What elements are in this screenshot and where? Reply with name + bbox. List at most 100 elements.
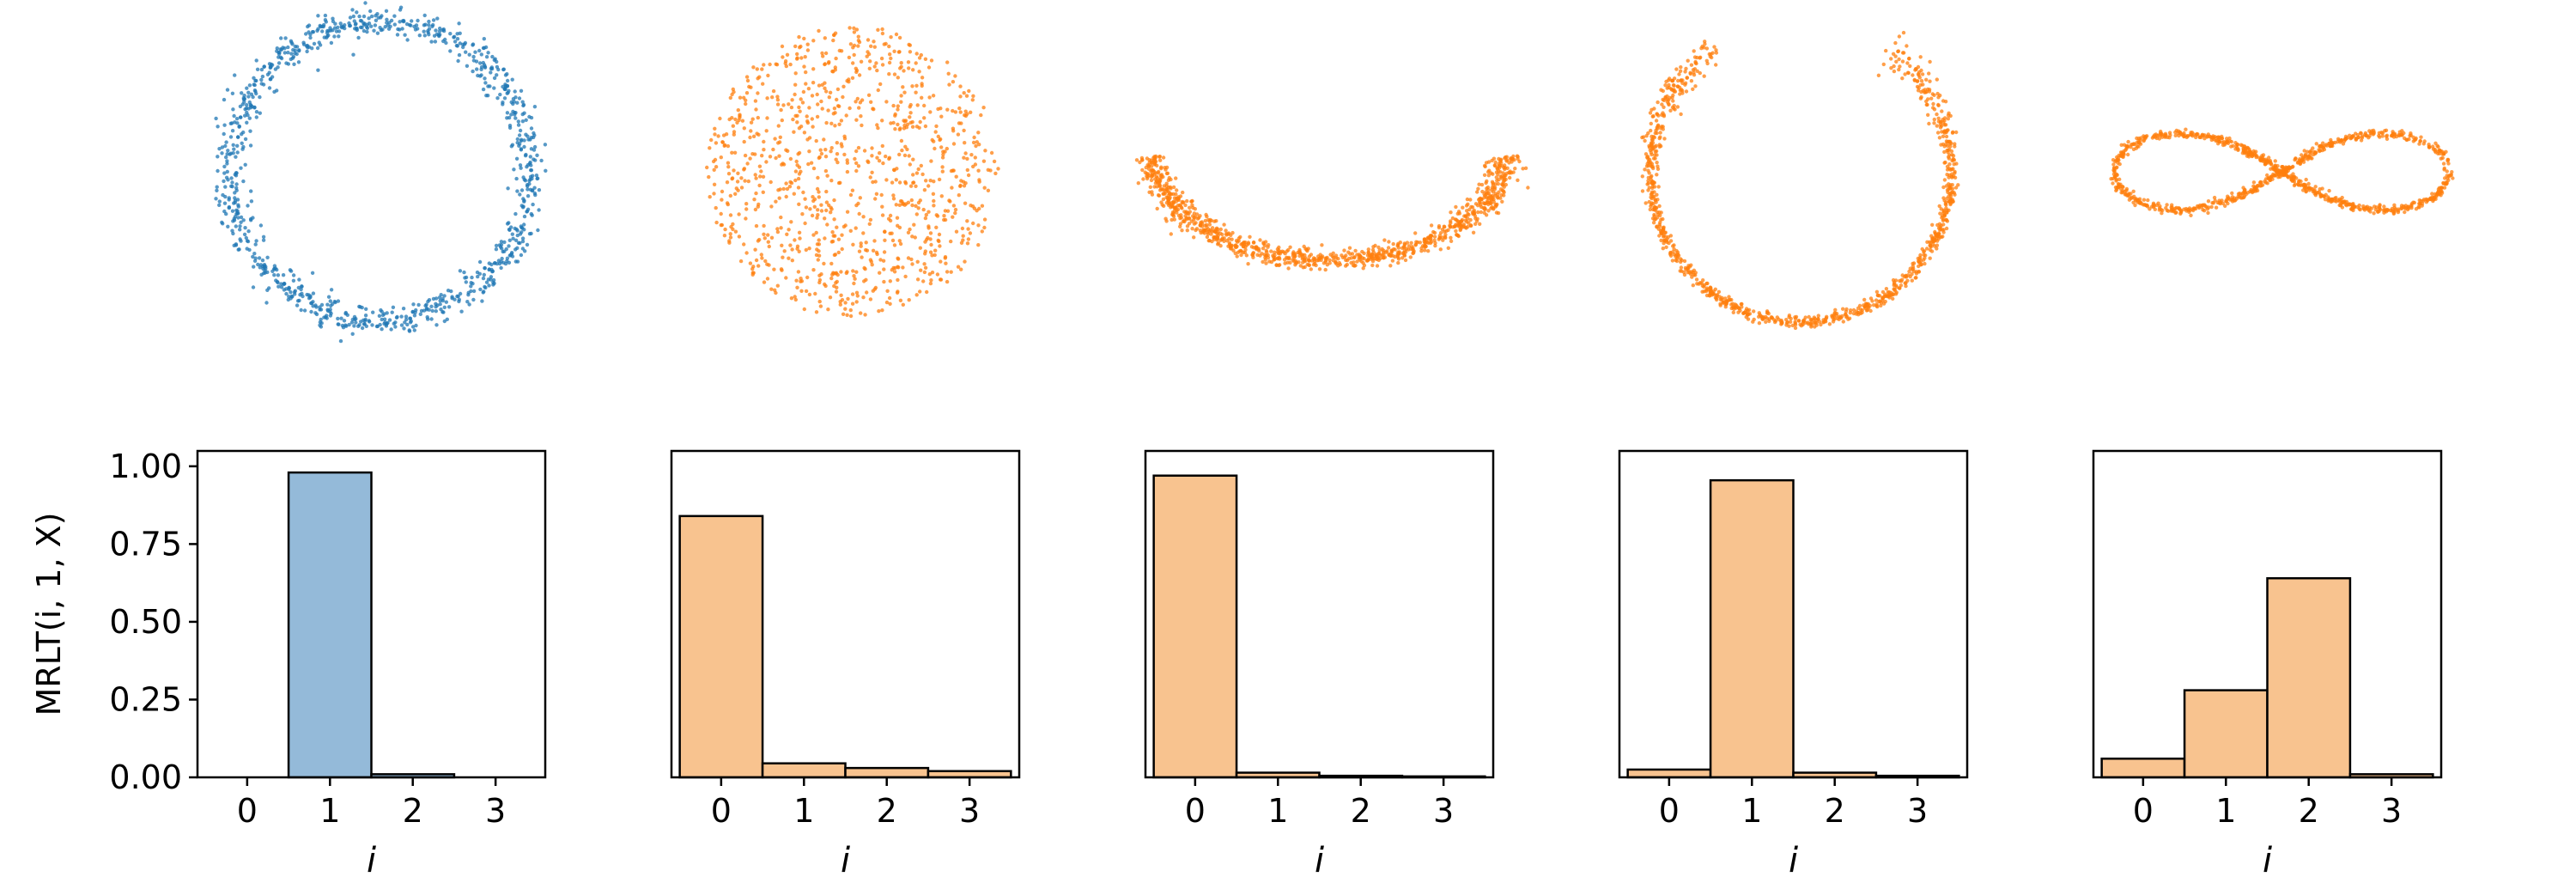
scatter-point [868, 258, 873, 262]
scatter-point [787, 185, 793, 189]
scatter-point [2441, 161, 2446, 166]
scatter-point [1251, 255, 1255, 259]
scatter-point [823, 236, 827, 241]
scatter-point [495, 59, 499, 64]
scatter-point [956, 132, 961, 137]
scatter-point [2182, 134, 2186, 138]
scatter-point [1679, 265, 1684, 270]
scatter-point [1811, 318, 1815, 322]
scatter-point [519, 88, 524, 94]
scatter-point [731, 87, 735, 92]
scatter-point [1881, 62, 1886, 67]
scatter-point [825, 174, 829, 178]
scatter-point [2182, 207, 2186, 211]
scatter-point [899, 138, 904, 143]
scatter-point [1876, 293, 1880, 298]
scatter-point [863, 313, 867, 317]
scatter-point [1188, 205, 1192, 210]
scatter-point [1323, 267, 1327, 272]
scatter-point [1479, 182, 1485, 187]
scatter-point [1860, 310, 1864, 315]
scatter-point [720, 222, 725, 228]
scatter-point [2254, 155, 2258, 160]
scatter-point [1710, 290, 1715, 295]
scatter-point [958, 183, 963, 188]
scatter-point [2206, 199, 2211, 204]
scatter-point [248, 129, 252, 133]
scatter-point [885, 289, 890, 293]
scatter-point [495, 261, 500, 266]
scatter-point [754, 107, 758, 112]
scatter-point [792, 130, 796, 134]
scatter-point [1913, 276, 1917, 280]
scatter-point [790, 259, 794, 263]
scatter-point [880, 63, 885, 67]
scatter-point [953, 110, 958, 114]
scatter-point [1508, 171, 1512, 175]
scatter-point [854, 226, 858, 230]
scatter-point [2173, 130, 2178, 135]
scatter-point [1684, 66, 1688, 71]
scatter-point [781, 161, 785, 166]
scatter-point [850, 76, 855, 81]
scatter-point [507, 238, 512, 242]
scatter-point [295, 45, 300, 49]
scatter-point [225, 161, 229, 166]
scatter-point [890, 238, 896, 243]
scatter-point [1336, 264, 1340, 268]
scatter-point [856, 34, 860, 39]
scatter-point [764, 160, 769, 164]
scatter-point [1195, 216, 1200, 221]
scatter-point [1682, 272, 1687, 277]
scatter-point [2114, 187, 2119, 192]
scatter-point [1278, 257, 1282, 261]
scatter-point [478, 61, 483, 65]
scatter-point [1705, 61, 1710, 66]
scatter-point [2241, 147, 2246, 151]
scatter-point [507, 221, 511, 225]
scatter-point [1677, 72, 1681, 76]
scatter-point [1662, 227, 1666, 232]
scatter-point [1243, 247, 1248, 252]
scatter-point [1747, 312, 1753, 316]
scatter-point [341, 25, 345, 29]
scatter-point [1729, 302, 1734, 307]
scatter-point [819, 151, 824, 156]
scatter-point [1892, 280, 1897, 284]
scatter-point [1206, 217, 1211, 222]
scatter-point [224, 155, 228, 160]
scatter-point [229, 184, 234, 188]
scatter-point [2286, 175, 2291, 180]
scatter-point [287, 286, 291, 290]
scatter-point [1893, 40, 1898, 46]
scatter-point [434, 305, 438, 309]
scatter-point [850, 292, 855, 296]
scatter-point [852, 30, 857, 34]
scatter-point [398, 27, 402, 32]
scatter-point [866, 93, 872, 98]
scatter-point [960, 226, 965, 231]
scatter-point [426, 317, 430, 321]
scatter-point [1224, 228, 1228, 233]
scatter-point [1941, 185, 1946, 190]
scatter-point [1362, 263, 1367, 268]
scatter-point [441, 27, 446, 32]
scatter-point [1147, 161, 1151, 165]
scatter-point [934, 124, 939, 129]
scatter-point [418, 312, 422, 316]
scatter-point [2265, 173, 2269, 178]
scatter-point [217, 203, 222, 207]
scatter-point [2442, 166, 2446, 171]
scatter-point [868, 297, 873, 301]
scatter-point [891, 197, 896, 201]
scatter-point [2419, 135, 2423, 139]
scatter-point [482, 37, 486, 41]
scatter-point [1704, 46, 1710, 51]
scatter-point [1286, 266, 1291, 271]
scatter-point [322, 35, 326, 40]
scatter-point [2399, 206, 2403, 210]
scatter-point [2357, 203, 2361, 208]
scatter-point [371, 310, 375, 314]
scatter-point [843, 301, 848, 305]
scatter-point [2444, 180, 2448, 185]
